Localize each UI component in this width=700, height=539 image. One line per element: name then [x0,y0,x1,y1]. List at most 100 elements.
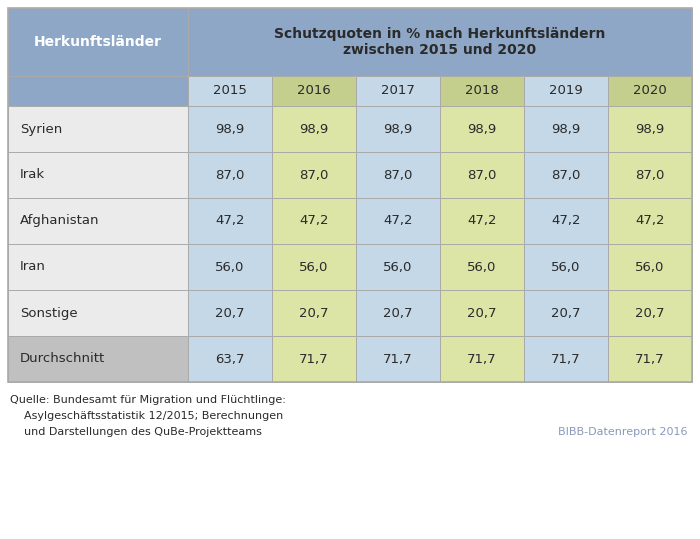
Text: 87,0: 87,0 [384,169,413,182]
Text: 20,7: 20,7 [384,307,413,320]
Bar [524,76,608,106]
Bar [8,8,692,382]
Text: 98,9: 98,9 [636,122,664,135]
Bar [272,76,356,106]
Text: 47,2: 47,2 [300,215,329,227]
Text: Afghanistan: Afghanistan [20,215,99,227]
Text: Schutzquoten in % nach Herkunftsländern
zwischen 2015 und 2020: Schutzquoten in % nach Herkunftsländern … [274,27,606,57]
Text: 56,0: 56,0 [552,260,581,273]
Text: Sonstige: Sonstige [20,307,78,320]
Text: 87,0: 87,0 [216,169,245,182]
Text: 98,9: 98,9 [300,122,328,135]
Bar [8,290,188,336]
Bar [524,290,608,336]
Text: Irak: Irak [20,169,45,182]
Bar [188,198,272,244]
Text: 87,0: 87,0 [468,169,497,182]
Text: 87,0: 87,0 [300,169,329,182]
Bar [524,244,608,290]
Text: 2015: 2015 [213,85,247,98]
Text: 2019: 2019 [549,85,583,98]
Bar [524,152,608,198]
Text: 71,7: 71,7 [551,353,581,365]
Text: 63,7: 63,7 [216,353,245,365]
Text: 71,7: 71,7 [635,353,665,365]
Bar [272,244,356,290]
Bar [272,336,356,382]
Text: 20,7: 20,7 [300,307,329,320]
Bar [440,106,524,152]
Bar [356,76,440,106]
Text: 47,2: 47,2 [216,215,245,227]
Bar [356,244,440,290]
Text: Durchschnitt: Durchschnitt [20,353,105,365]
Text: 71,7: 71,7 [467,353,497,365]
Bar [608,106,692,152]
Text: 87,0: 87,0 [636,169,665,182]
Bar [188,244,272,290]
Bar [8,76,188,106]
Bar [356,290,440,336]
Bar [8,152,188,198]
Bar [356,152,440,198]
Text: 56,0: 56,0 [384,260,413,273]
Text: 2020: 2020 [633,85,667,98]
Bar [608,244,692,290]
Bar [188,106,272,152]
Text: und Darstellungen des QuBe-Projektteams: und Darstellungen des QuBe-Projektteams [10,427,262,437]
Text: 98,9: 98,9 [384,122,412,135]
Bar [188,152,272,198]
Bar [272,290,356,336]
Bar [188,336,272,382]
Bar [440,336,524,382]
Text: 98,9: 98,9 [552,122,580,135]
Text: Iran: Iran [20,260,46,273]
Bar [188,290,272,336]
Text: Quelle: Bundesamt für Migration und Flüchtlinge:: Quelle: Bundesamt für Migration und Flüc… [10,395,286,405]
Bar [188,8,692,76]
Bar [8,244,188,290]
Bar [440,244,524,290]
Text: BIBB-Datenreport 2016: BIBB-Datenreport 2016 [559,427,688,437]
Text: Asylgeschäftsstatistik 12/2015; Berechnungen: Asylgeschäftsstatistik 12/2015; Berechnu… [10,411,284,421]
Text: 20,7: 20,7 [468,307,497,320]
Text: 2016: 2016 [297,85,331,98]
Bar [608,152,692,198]
Bar [356,106,440,152]
Bar [8,8,188,76]
Bar [440,198,524,244]
Bar [608,76,692,106]
Bar [608,198,692,244]
Bar [524,336,608,382]
Text: 2017: 2017 [381,85,415,98]
Text: 20,7: 20,7 [216,307,245,320]
Bar [440,76,524,106]
Text: 56,0: 56,0 [468,260,497,273]
Text: 87,0: 87,0 [552,169,581,182]
Text: 56,0: 56,0 [216,260,245,273]
Text: Herkunftsländer: Herkunftsländer [34,35,162,49]
Text: 20,7: 20,7 [552,307,581,320]
Text: 56,0: 56,0 [300,260,329,273]
Bar [272,106,356,152]
Bar [272,198,356,244]
Bar [608,336,692,382]
Text: 47,2: 47,2 [636,215,665,227]
Text: 47,2: 47,2 [384,215,413,227]
Text: 47,2: 47,2 [552,215,581,227]
Bar [524,106,608,152]
Bar [8,336,188,382]
Bar [440,290,524,336]
Text: 71,7: 71,7 [383,353,413,365]
Bar [440,152,524,198]
Text: Syrien: Syrien [20,122,62,135]
Text: 98,9: 98,9 [216,122,244,135]
Bar [272,152,356,198]
Bar [8,198,188,244]
Bar [524,198,608,244]
Bar [608,290,692,336]
Text: 71,7: 71,7 [299,353,329,365]
Text: 56,0: 56,0 [636,260,665,273]
Text: 20,7: 20,7 [636,307,665,320]
Text: 2018: 2018 [465,85,499,98]
